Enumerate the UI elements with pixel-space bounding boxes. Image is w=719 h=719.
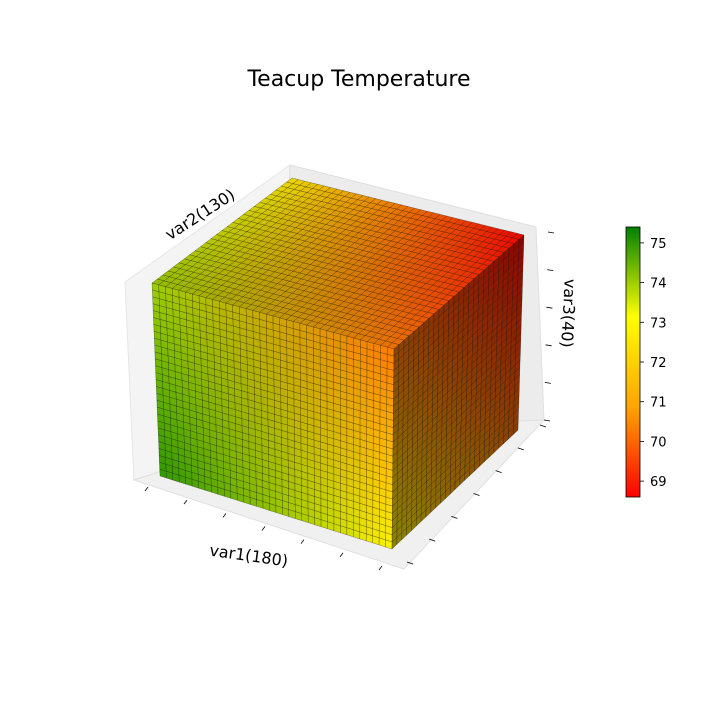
- x-axis-tick: [261, 526, 266, 531]
- y-axis-tick: [451, 515, 458, 519]
- voxel-cell: [212, 299, 220, 309]
- z-axis-tick: [547, 269, 554, 271]
- y-axis-tick: [495, 470, 502, 474]
- voxel-cell: [366, 341, 375, 351]
- z-axis-tick: [546, 306, 553, 309]
- axis-ticks: [144, 231, 555, 571]
- cube-front-face: [151, 282, 395, 550]
- voxel-cell: [518, 234, 525, 247]
- y-axis-tick: [517, 447, 524, 451]
- colorbar-scale: [625, 226, 641, 498]
- colorbar-tick-label: 69: [650, 475, 667, 490]
- y-axis-tick: [429, 538, 436, 542]
- x-axis-tick: [144, 486, 149, 492]
- x-axis-tick: [183, 499, 188, 505]
- x-axis-tick: [339, 552, 344, 558]
- y-axis-tick: [539, 424, 547, 428]
- y-axis-tick: [406, 561, 414, 565]
- x-axis-tick: [222, 513, 227, 518]
- voxel-cell: [232, 304, 240, 315]
- voxel-cell: [333, 332, 341, 342]
- voxel-cell: [313, 326, 321, 337]
- x-axis-label: var1(180): [208, 541, 289, 571]
- x-axis-tick: [378, 565, 383, 571]
- z-axis-tick: [544, 382, 551, 384]
- colorbar-tick-label: 75: [650, 237, 667, 252]
- colorbar-tick-label: 73: [650, 316, 667, 331]
- voxel-cell: [346, 335, 354, 346]
- voxel-cell: [245, 308, 254, 318]
- voxel-cell: [252, 310, 260, 320]
- z-axis-tick: [545, 344, 552, 347]
- colorbar-ticks: 69 70 71 72 73 74 75: [640, 237, 667, 490]
- voxel-cell: [353, 337, 361, 348]
- z-axis-tick: [543, 419, 551, 422]
- x-axis-tick: [300, 539, 305, 544]
- cube-right-face: [391, 234, 525, 550]
- chart-title: Teacup Temperature: [246, 67, 470, 92]
- colorbar-tick-label: 72: [650, 356, 667, 371]
- z-axis-tick: [547, 231, 555, 234]
- voxel-cube: [151, 177, 525, 550]
- y-axis-tick: [473, 493, 480, 496]
- colorbar-tick-label: 70: [650, 435, 667, 450]
- voxel-cell: [286, 319, 294, 329]
- z-axis-label: var3(40): [557, 278, 580, 348]
- voxel-cell: [386, 346, 395, 357]
- colorbar-tick-label: 74: [650, 277, 667, 292]
- cube-top-face: [151, 177, 525, 350]
- colorbar: 69 70 71 72 73 74 75: [625, 226, 667, 498]
- colorbar-tick-label: 71: [650, 396, 667, 411]
- voxel-cell: [266, 313, 274, 324]
